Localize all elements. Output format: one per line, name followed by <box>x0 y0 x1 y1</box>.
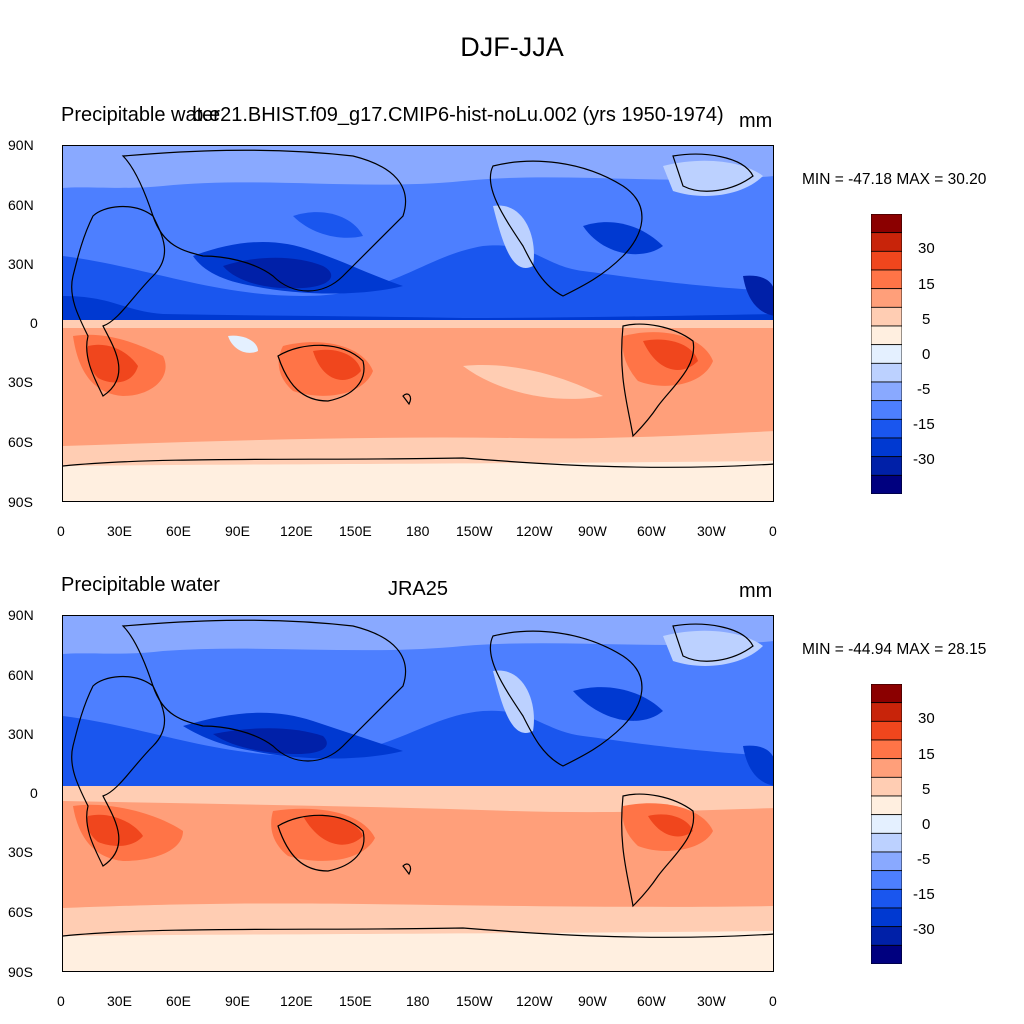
p1-lat-tick-90s: 90S <box>8 494 33 510</box>
p1-lat-tick-30s: 30S <box>8 374 33 390</box>
p1-lon-tick-150e: 150E <box>339 523 372 539</box>
p2-lat-tick-30n: 30N <box>8 726 34 742</box>
panel-2-left-label: Precipitable water <box>61 574 220 596</box>
p1-lat-tick-30n: 30N <box>8 256 34 272</box>
panel-1-center-label: b.e21.BHIST.f09_g17.CMIP6-hist-noLu.002 … <box>192 104 724 126</box>
colorbar-segment <box>871 776 902 797</box>
panel-1-map <box>62 145 774 502</box>
p1-cb-label-m5: -5 <box>917 381 931 398</box>
p1-lon-tick-120e: 120E <box>280 523 313 539</box>
p2-lon-tick-0-end: 0 <box>769 993 777 1009</box>
p1-lon-tick-120w: 120W <box>516 523 553 539</box>
colorbar-segment <box>871 269 902 290</box>
colorbar-segment <box>871 344 902 364</box>
p2-lon-tick-180: 180 <box>406 993 430 1009</box>
colorbar-segment <box>871 720 902 741</box>
p1-lat-tick-60s: 60S <box>8 434 33 450</box>
p2-lat-tick-90n: 90N <box>8 607 34 623</box>
p2-cb-label-m15: -15 <box>913 886 935 903</box>
colorbar-segment <box>871 362 902 383</box>
p2-cb-label-5: 5 <box>922 781 931 798</box>
colorbar-segment <box>871 944 902 964</box>
colorbar-segment <box>871 870 902 890</box>
p1-lon-tick-90w: 90W <box>578 523 607 539</box>
p2-lat-tick-0: 0 <box>30 785 38 801</box>
colorbar-segment <box>871 814 902 834</box>
p1-lat-tick-0: 0 <box>30 315 38 331</box>
colorbar-segment <box>871 325 902 346</box>
colorbar-segment <box>871 907 902 928</box>
p1-cb-label-30: 30 <box>918 240 935 257</box>
p2-cb-label-m5: -5 <box>917 851 931 868</box>
p2-lat-tick-60n: 60N <box>8 667 34 683</box>
panel-2-map <box>62 615 774 972</box>
p1-cb-label-0: 0 <box>922 346 931 363</box>
p1-lat-tick-90n: 90N <box>8 137 34 153</box>
p2-lat-tick-30s: 30S <box>8 844 33 860</box>
p1-lon-tick-60e: 60E <box>166 523 191 539</box>
p1-lon-tick-90e: 90E <box>225 523 250 539</box>
panel-1-minmax: MIN = -47.18 MAX = 30.20 <box>802 171 987 188</box>
colorbar-segment <box>871 888 902 909</box>
p1-cb-label-5: 5 <box>922 311 931 328</box>
colorbar-segment <box>871 851 902 872</box>
p2-cb-label-15: 15 <box>918 746 935 763</box>
colorbar-segment <box>871 418 902 439</box>
p1-cb-label-15: 15 <box>918 276 935 293</box>
colorbar-segment <box>871 381 902 402</box>
panel-2-colorbar <box>871 684 902 964</box>
p2-lon-tick-90w: 90W <box>578 993 607 1009</box>
p1-lon-tick-0-end: 0 <box>769 523 777 539</box>
p2-lon-tick-120e: 120E <box>280 993 313 1009</box>
colorbar-segment <box>871 702 902 722</box>
p2-lon-tick-0: 0 <box>57 993 65 1009</box>
p2-lat-tick-60s: 60S <box>8 904 33 920</box>
main-title: DJF-JJA <box>460 32 564 62</box>
p2-cb-label-0: 0 <box>922 816 931 833</box>
p2-lat-tick-90s: 90S <box>8 964 33 980</box>
p2-lon-tick-60w: 60W <box>637 993 666 1009</box>
panel-1-colorbar <box>871 214 902 494</box>
p2-lon-tick-30w: 30W <box>697 993 726 1009</box>
colorbar-segment <box>871 214 902 234</box>
panel-2-center-label: JRA25 <box>387 578 449 600</box>
colorbar-segment <box>871 400 902 420</box>
panel-2-minmax: MIN = -44.94 MAX = 28.15 <box>802 641 987 658</box>
colorbar-segment <box>871 474 902 494</box>
p2-lon-tick-30e: 30E <box>107 993 132 1009</box>
p2-lon-tick-150w: 150W <box>456 993 493 1009</box>
p2-cb-label-30: 30 <box>918 710 935 727</box>
colorbar-segment <box>871 832 902 853</box>
p1-cb-label-m15: -15 <box>913 416 935 433</box>
p2-lon-tick-120w: 120W <box>516 993 553 1009</box>
p1-lon-tick-180: 180 <box>406 523 430 539</box>
p1-lat-tick-60n: 60N <box>8 197 34 213</box>
colorbar-segment <box>871 795 902 816</box>
panel-1-left-label: Precipitable water <box>61 104 220 126</box>
colorbar-segment <box>871 456 902 476</box>
colorbar-segment <box>871 232 902 252</box>
p2-lon-tick-90e: 90E <box>225 993 250 1009</box>
panel-2-units: mm <box>739 580 773 602</box>
colorbar-segment <box>871 250 902 271</box>
p1-lon-tick-150w: 150W <box>456 523 493 539</box>
colorbar-segment <box>871 437 902 458</box>
p1-lon-tick-60w: 60W <box>637 523 666 539</box>
p2-lon-tick-150e: 150E <box>339 993 372 1009</box>
colorbar-segment <box>871 926 902 946</box>
p2-cb-label-m30: -30 <box>913 921 935 938</box>
p1-cb-label-m30: -30 <box>913 451 935 468</box>
p2-lon-tick-60e: 60E <box>166 993 191 1009</box>
colorbar-segment <box>871 306 902 327</box>
p1-lon-tick-30e: 30E <box>107 523 132 539</box>
colorbar-segment <box>871 288 902 308</box>
colorbar-segment <box>871 684 902 704</box>
colorbar-segment <box>871 758 902 778</box>
p1-lon-tick-0: 0 <box>57 523 65 539</box>
p1-lon-tick-30w: 30W <box>697 523 726 539</box>
colorbar-segment <box>871 739 902 760</box>
panel-1-units: mm <box>739 110 773 132</box>
